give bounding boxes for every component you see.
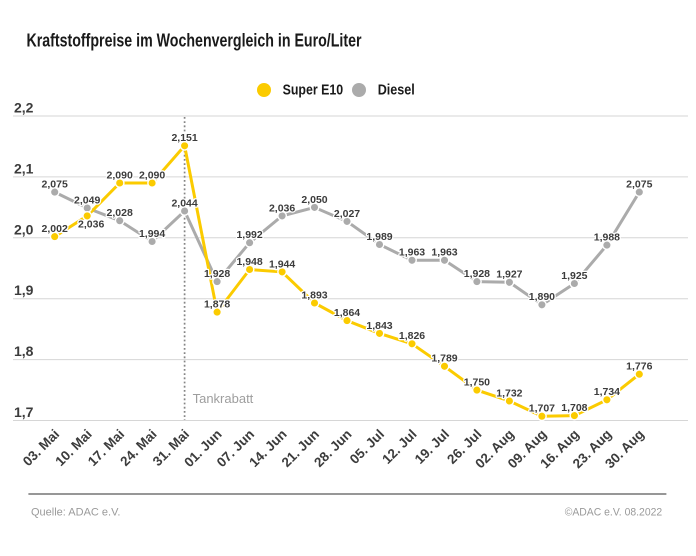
svg-text:2,036: 2,036 [78, 219, 104, 231]
svg-text:2,044: 2,044 [171, 197, 197, 209]
svg-text:1,989: 1,989 [366, 231, 392, 243]
svg-text:2,027: 2,027 [334, 208, 360, 220]
svg-text:2,075: 2,075 [626, 179, 652, 191]
svg-text:1,708: 1,708 [561, 402, 587, 414]
svg-text:1,948: 1,948 [236, 256, 262, 268]
svg-text:1,707: 1,707 [529, 403, 555, 415]
svg-text:1,994: 1,994 [139, 228, 165, 240]
svg-text:1,890: 1,890 [529, 291, 555, 303]
svg-text:1,878: 1,878 [204, 299, 230, 311]
svg-text:2,028: 2,028 [107, 207, 133, 219]
svg-text:2,2: 2,2 [14, 100, 34, 116]
svg-text:Tankrabatt: Tankrabatt [193, 391, 254, 406]
svg-text:1,789: 1,789 [431, 353, 457, 365]
svg-text:1,893: 1,893 [301, 289, 327, 301]
svg-text:2,050: 2,050 [301, 194, 327, 206]
svg-text:Super E10: Super E10 [283, 82, 344, 99]
svg-text:1,7: 1,7 [14, 404, 34, 420]
svg-text:1,750: 1,750 [464, 377, 490, 389]
svg-text:Quelle: ADAC e.V.: Quelle: ADAC e.V. [31, 507, 120, 519]
svg-text:1,928: 1,928 [204, 268, 230, 280]
svg-text:1,8: 1,8 [14, 343, 34, 359]
svg-text:2,075: 2,075 [42, 179, 68, 191]
svg-text:Kraftstoffpreise im Wochenverg: Kraftstoffpreise im Wochenvergleich in E… [27, 30, 362, 50]
svg-text:1,776: 1,776 [626, 361, 652, 373]
svg-text:1,826: 1,826 [399, 330, 425, 342]
svg-text:1,963: 1,963 [431, 247, 457, 259]
svg-text:2,0: 2,0 [14, 221, 34, 237]
svg-text:1,734: 1,734 [594, 386, 620, 398]
svg-text:1,992: 1,992 [236, 229, 262, 241]
svg-text:©ADAC e.V. 08.2022: ©ADAC e.V. 08.2022 [565, 507, 663, 519]
svg-text:2,049: 2,049 [74, 194, 100, 206]
svg-text:Diesel: Diesel [378, 82, 415, 99]
svg-text:2,090: 2,090 [139, 169, 165, 181]
svg-text:1,9: 1,9 [14, 282, 34, 298]
svg-text:1,928: 1,928 [464, 268, 490, 280]
svg-text:1,925: 1,925 [561, 270, 587, 282]
svg-text:1,988: 1,988 [594, 232, 620, 244]
svg-text:2,002: 2,002 [42, 223, 68, 235]
svg-text:1,843: 1,843 [366, 320, 392, 332]
svg-text:1,927: 1,927 [496, 269, 522, 281]
svg-text:2,036: 2,036 [269, 202, 295, 214]
svg-text:1,864: 1,864 [334, 307, 360, 319]
svg-text:1,732: 1,732 [496, 387, 522, 399]
svg-text:2,1: 2,1 [14, 160, 34, 176]
svg-text:1,944: 1,944 [269, 258, 295, 270]
svg-text:2,151: 2,151 [171, 132, 197, 144]
svg-text:1,963: 1,963 [399, 247, 425, 259]
svg-text:2,090: 2,090 [107, 169, 133, 181]
